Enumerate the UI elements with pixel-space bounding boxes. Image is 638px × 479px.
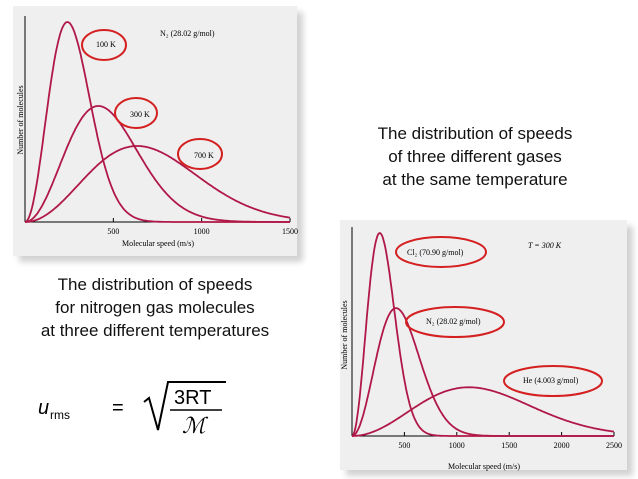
highlight-circle bbox=[395, 236, 487, 268]
highlight-circle bbox=[114, 97, 158, 129]
formula-numerator: 3RT bbox=[174, 387, 211, 409]
x-tick-label: 1000 bbox=[449, 441, 465, 450]
series-label: 700 K bbox=[194, 151, 214, 160]
formula-sub: rms bbox=[50, 408, 70, 422]
x-tick-label: 1500 bbox=[282, 227, 298, 236]
caption-gases-line-3: at the same temperature bbox=[382, 170, 568, 189]
formula-u: u bbox=[38, 397, 49, 419]
caption-temps-line-2: for nitrogen gas molecules bbox=[55, 298, 255, 317]
caption-gases-line-2: of three different gases bbox=[388, 147, 562, 166]
series-line bbox=[352, 386, 615, 437]
highlight-circle bbox=[177, 138, 223, 170]
caption-gases: The distribution of speeds of three diff… bbox=[330, 122, 620, 191]
series-label: 300 K bbox=[130, 110, 150, 119]
highlight-circle bbox=[405, 306, 505, 338]
chart-panel-temperatures bbox=[13, 6, 297, 256]
x-tick-label: 500 bbox=[107, 227, 119, 236]
sqrt-sign bbox=[143, 381, 226, 431]
series-label: Cl₂ (70.90 g/mol) bbox=[407, 248, 464, 257]
x-tick-label: 2000 bbox=[554, 441, 570, 450]
caption-temps-line-1: The distribution of speeds bbox=[57, 275, 253, 294]
caption-temps-line-3: at three different temperatures bbox=[40, 321, 270, 340]
x-tick-label: 1500 bbox=[501, 441, 517, 450]
chart-title: T = 300 K bbox=[528, 241, 562, 250]
x-axis-label: Molecular speed (m/s) bbox=[122, 239, 194, 248]
highlight-circle bbox=[81, 29, 127, 61]
series-label: 100 K bbox=[96, 40, 116, 49]
urms-formula: u rms = 3RT ℳ bbox=[38, 381, 226, 438]
caption-temperatures: The distribution of speeds for nitrogen … bbox=[0, 273, 310, 342]
series-line bbox=[25, 105, 290, 223]
series-line bbox=[25, 145, 291, 223]
series-label: He (4.003 g/mol) bbox=[523, 376, 579, 385]
highlight-circle bbox=[503, 365, 603, 397]
y-axis-label: Number of molecules bbox=[340, 300, 349, 369]
series-line bbox=[351, 307, 614, 437]
x-tick-label: 2500 bbox=[606, 441, 622, 450]
x-tick-label: 1000 bbox=[194, 227, 210, 236]
x-tick-label: 500 bbox=[398, 441, 410, 450]
series-label: N₂ (28.02 g/mol) bbox=[426, 317, 481, 326]
x-axis-label: Molecular speed (m/s) bbox=[448, 462, 520, 471]
formula-eq: = bbox=[112, 397, 124, 419]
y-axis-label: Number of molecules bbox=[16, 85, 25, 154]
formula-denominator: ℳ bbox=[182, 413, 209, 438]
chart-title: N₂ (28.02 g/mol) bbox=[160, 29, 215, 38]
caption-gases-line-1: The distribution of speeds bbox=[377, 124, 573, 143]
